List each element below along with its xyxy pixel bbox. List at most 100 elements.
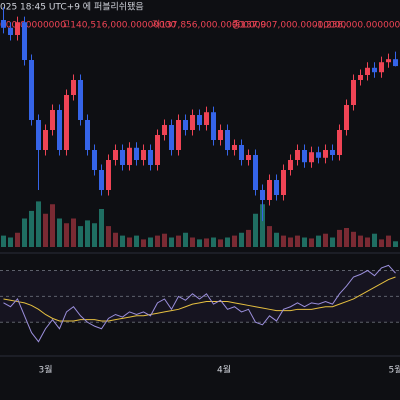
volume-bar [309,238,314,247]
volume-bar [134,235,139,247]
candle-body [225,130,230,150]
volume-bar [8,237,13,247]
volume-bar [372,233,377,247]
candle-body [71,80,76,95]
x-tick-label: 4월 [217,364,231,376]
volume-bar [316,235,321,247]
volume-bar [183,232,188,247]
volume-bar [29,210,34,247]
candle-body [351,80,356,105]
volume-bar [169,237,174,247]
volume-bar [330,237,335,247]
candle-body [78,80,83,120]
candle-body [281,170,286,195]
candle-body [253,155,258,190]
volume-bar [281,235,286,247]
candle-body [379,62,384,73]
candle-body [85,120,90,150]
candle-body [309,152,314,163]
candle-body [274,180,279,195]
candle-body [372,67,377,73]
candle-body [330,150,335,155]
volume-bar [225,237,230,247]
x-tick-label: 5월 [388,364,400,376]
volume-bar [232,235,237,247]
volume-bar [43,213,48,247]
candle-body [155,135,160,165]
x-tick-label: 3월 [38,364,52,376]
rsi-line [3,264,396,343]
volume-bar [85,220,90,247]
volume-bar [344,228,349,247]
candle-body [64,95,69,150]
volume-bar [71,218,76,247]
volume-bar [239,232,244,247]
volume-bar [218,239,223,247]
candle-body [127,147,132,165]
candle-body [92,150,97,170]
volume-bar [127,237,132,247]
header-value: 000.00000000 [0,21,66,31]
candle-body [288,160,293,170]
header-value: 고140,516,000.00000000 [62,21,176,31]
volume-bar [78,226,83,247]
candle-body [134,147,139,160]
volume-bar [295,235,300,247]
candle-body [302,150,307,163]
volume-bar [260,204,265,247]
candle-body [204,112,209,125]
volume-bar [141,239,146,247]
candle-body [169,125,174,150]
volume-bar [246,229,251,247]
candle-body [260,190,265,200]
candle-body [393,59,398,67]
volume-bar [197,239,202,247]
candle-body [358,75,363,80]
candle-body [218,130,223,140]
candle-body [36,120,41,150]
candle-body [1,20,6,28]
candle-body [232,145,237,150]
volume-bar [204,238,209,247]
candle-body [386,59,391,63]
candle-body [141,150,146,160]
volume-bar [155,235,160,247]
volume-bar [36,201,41,247]
candle-body [57,110,62,150]
volume-bar [302,237,307,247]
candle-body [162,125,167,135]
candle-body [183,120,188,130]
volume-bar [15,232,20,247]
volume-bar [393,241,398,247]
volume-bar [379,239,384,247]
volume-bar [50,204,55,247]
candle-body [246,155,251,160]
candle-body [239,145,244,160]
volume-bar [337,229,342,247]
volume-bar [99,209,104,247]
candle-body [190,115,195,130]
candle-body [197,115,202,125]
volume-bar [274,232,279,247]
volume-bar [386,235,391,247]
volume-bar [113,232,118,247]
candle-body [22,22,27,60]
header-value: -1,238,000.00000000 (-0.8 [314,21,400,31]
header-value: 종137,907,000.00000000 [232,20,346,31]
candle-body [344,105,349,130]
volume-bar [120,235,125,247]
volume-bar [57,218,62,247]
volume-bar [323,233,328,247]
candle-body [316,152,321,158]
candle-body [50,110,55,130]
volume-bar [1,235,6,247]
rsi-ma-line [3,276,396,322]
candle-body [15,22,20,35]
candle-body [113,150,118,160]
candle-body [337,130,342,155]
candle-body [99,170,104,190]
candle-body [211,112,216,140]
volume-bar [106,226,111,247]
candle-body [176,120,181,150]
